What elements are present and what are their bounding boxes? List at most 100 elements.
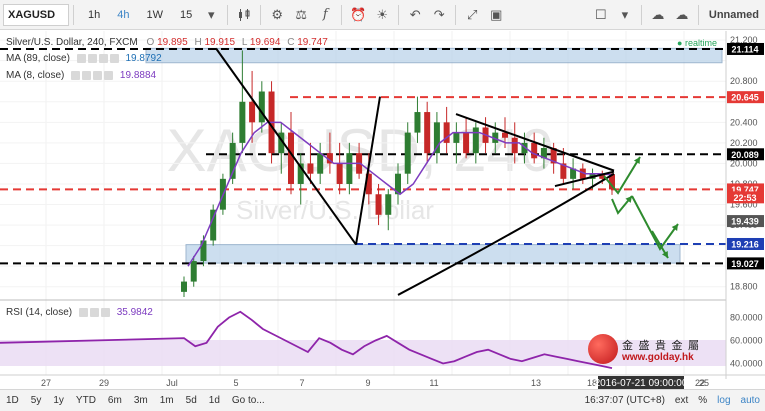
- bulb-icon[interactable]: ☀: [376, 6, 389, 22]
- grid-lines: [0, 31, 726, 375]
- cloud-upload-icon[interactable]: ☁: [675, 6, 689, 22]
- rsi-series: [0, 310, 613, 369]
- legend-h-label: H: [194, 37, 202, 48]
- candle-body: [511, 137, 518, 154]
- chart-canvas[interactable]: XAGUSD, 240 Silver/U.S. Dollar 21.20020.…: [0, 31, 765, 389]
- range-5d-button[interactable]: 5d: [185, 395, 197, 406]
- interval-15-button[interactable]: 15: [180, 8, 193, 21]
- candle-body: [278, 132, 285, 154]
- candle-body: [385, 194, 392, 215]
- range-1d-short-button[interactable]: 1d: [208, 395, 220, 406]
- price-badge-label: 21.114: [731, 44, 758, 54]
- toolbar-separator: [697, 4, 699, 25]
- range-1d-button[interactable]: 1D: [6, 395, 19, 406]
- range-1m-button[interactable]: 1m: [159, 395, 174, 406]
- clock-label[interactable]: 16:37:07 (UTC+8): [584, 395, 665, 406]
- price-badge: [727, 215, 764, 228]
- toolbar-separator: [341, 4, 343, 25]
- rsi-buttons[interactable]: [78, 307, 110, 317]
- cursor-time-label: 2016-07-21 09:00:00: [595, 378, 688, 389]
- trendline-curve: [397, 172, 615, 296]
- price-tick-label: 20.800: [730, 76, 758, 86]
- ma8-legend[interactable]: MA (8, close) 19.8884: [6, 70, 156, 81]
- forecast-arrowhead: [671, 224, 678, 231]
- time-tick-label: 29: [99, 378, 109, 388]
- ma89-buttons[interactable]: [76, 53, 119, 63]
- rsi-tick-label: 60.0000: [730, 336, 763, 346]
- undo-icon[interactable]: ↶: [409, 6, 421, 22]
- ma89-legend[interactable]: MA (89, close) 19.8792: [6, 53, 162, 64]
- interval-4h-button[interactable]: 4h: [117, 8, 130, 21]
- golday-logo: 金 盛 貴 金 屬 www.golday.hk: [588, 334, 724, 368]
- interval-1h-button[interactable]: 1h: [88, 8, 101, 21]
- range-3m-button[interactable]: 3m: [133, 395, 148, 406]
- fullscreen-icon[interactable]: ⤢: [467, 6, 478, 22]
- price-badge: [727, 91, 764, 104]
- auto-toggle[interactable]: auto: [740, 395, 760, 406]
- candle-body: [433, 122, 440, 154]
- candle-body: [258, 91, 265, 123]
- candle-body: [365, 173, 372, 195]
- time-tick-label: Jul: [166, 378, 178, 388]
- cloud-icon[interactable]: ☁: [651, 6, 665, 22]
- chevron-down-icon[interactable]: ▾: [207, 6, 215, 22]
- supply-zone: [145, 47, 723, 64]
- ma8-line: [187, 121, 613, 267]
- log-toggle[interactable]: log: [717, 395, 731, 406]
- candle-body: [249, 101, 256, 123]
- logo-url: www.golday.hk: [622, 352, 694, 363]
- compare-icon[interactable]: ⚖: [295, 6, 308, 22]
- candles-icon[interactable]: [232, 4, 256, 26]
- candle-body: [317, 153, 324, 174]
- ma8-label: MA (8, close): [6, 70, 65, 81]
- rsi-legend[interactable]: RSI (14, close) 35.9842: [6, 307, 153, 318]
- ext-toggle[interactable]: ext: [674, 395, 689, 406]
- redo-icon[interactable]: ↷: [433, 6, 445, 22]
- top-toolbar: XAGUSD 1h 4h 1W 15 ▾ ⚙ ⚖ f ⏰ ☀ ↶ ↷ ⤢ ▣ ☐…: [0, 0, 765, 30]
- time-tick-label: 22: [695, 378, 705, 388]
- legend-title[interactable]: Silver/U.S. Dollar, 240, FXCM: [6, 37, 138, 48]
- price-tick-label: 21.200: [730, 35, 758, 45]
- price-tick-label: 19.600: [730, 200, 758, 210]
- price-badge-label: 20.645: [731, 93, 759, 103]
- trendline: [355, 96, 381, 245]
- candle-body: [560, 163, 567, 179]
- checkbox-icon[interactable]: ☐: [595, 6, 607, 22]
- percent-toggle[interactable]: %: [698, 395, 708, 406]
- time-tick-label: 27: [41, 378, 51, 388]
- candle-body: [395, 173, 401, 195]
- interval-1w-button[interactable]: 1W: [146, 8, 164, 21]
- alert-icon[interactable]: ⏰: [350, 6, 367, 22]
- candle-body: [570, 168, 577, 179]
- range-ytd-button[interactable]: YTD: [75, 395, 96, 406]
- goto-button[interactable]: Go to...: [231, 395, 265, 406]
- cursor-time-badge: [598, 376, 684, 389]
- legend-l-label: L: [241, 37, 248, 48]
- time-axis[interactable]: 2729Jul579111318202225: [41, 378, 709, 388]
- snapshot-icon[interactable]: ▣: [490, 6, 503, 22]
- candle-body: [521, 142, 528, 154]
- range-1y-button[interactable]: 1y: [53, 395, 64, 406]
- toolbar-separator: [73, 4, 74, 25]
- gear-icon[interactable]: ⚙: [271, 6, 284, 22]
- candle-body: [531, 142, 538, 159]
- rsi-axis[interactable]: 80.0000 60.0000 40.0000: [730, 313, 763, 369]
- symbol-search-input[interactable]: XAGUSD: [3, 3, 69, 26]
- chevron-down-icon[interactable]: ▾: [621, 6, 629, 22]
- trendline: [455, 113, 615, 172]
- candle-body: [375, 194, 382, 215]
- range-6m-button[interactable]: 6m: [107, 395, 122, 406]
- forecast-arrowhead: [633, 157, 640, 164]
- price-tick-label: 20.200: [730, 138, 758, 148]
- price-badge-label: 20.089: [731, 150, 759, 160]
- layout-name-button[interactable]: Unnamed: [708, 8, 759, 21]
- toolbar-separator: [455, 4, 457, 25]
- ma8-buttons[interactable]: [71, 70, 114, 80]
- forecast-arrowhead: [625, 196, 632, 203]
- indicators-icon[interactable]: f: [322, 7, 328, 22]
- toolbar-separator: [227, 4, 229, 25]
- price-tick-label: 18.800: [730, 282, 758, 292]
- range-5y-button[interactable]: 5y: [30, 395, 42, 406]
- toolbar-separator: [260, 4, 262, 25]
- price-badge-label: 22:53: [733, 193, 756, 203]
